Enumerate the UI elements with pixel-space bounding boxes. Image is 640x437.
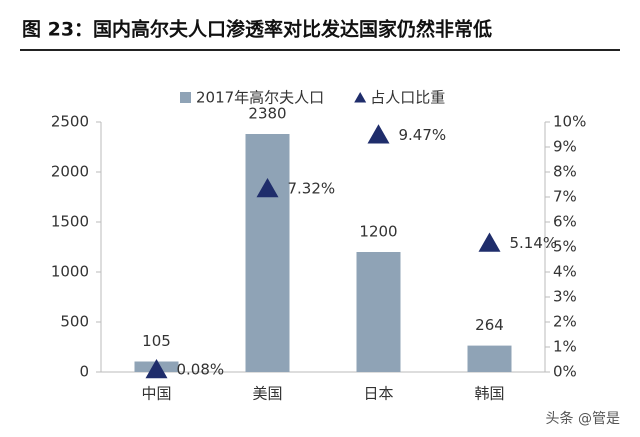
y-tick-label: 2000 bbox=[51, 163, 89, 181]
triangle-marker bbox=[478, 232, 501, 252]
bar bbox=[467, 345, 512, 372]
y-tick-label: 1500 bbox=[51, 213, 89, 231]
legend-label: 占人口比重 bbox=[370, 89, 445, 107]
watermark: 头条 @管是 bbox=[546, 410, 620, 427]
y2-tick-label: 7% bbox=[553, 188, 577, 206]
y2-tick-label: 6% bbox=[553, 213, 577, 231]
y2-tick-label: 5% bbox=[553, 238, 577, 256]
y2-tick-label: 1% bbox=[553, 338, 577, 356]
y2-tick-label: 3% bbox=[553, 288, 577, 306]
y-tick-label: 1000 bbox=[51, 263, 89, 281]
legend-label: 2017年高尔夫人口 bbox=[196, 89, 324, 107]
y2-tick-label: 0% bbox=[553, 363, 577, 381]
bar bbox=[356, 252, 401, 372]
y-tick-label: 500 bbox=[60, 313, 89, 331]
marker-value-label: 5.14% bbox=[510, 234, 558, 252]
x-tick-label: 美国 bbox=[252, 385, 282, 403]
marker-value-label: 7.32% bbox=[288, 180, 336, 198]
y2-tick-label: 8% bbox=[553, 163, 577, 181]
triangle-marker bbox=[256, 178, 279, 198]
triangle-marker bbox=[367, 124, 390, 144]
legend-swatch bbox=[180, 92, 191, 103]
bar-value-label: 1200 bbox=[359, 223, 397, 241]
y-tick-label: 0 bbox=[79, 363, 89, 381]
bar-value-label: 2380 bbox=[248, 105, 286, 123]
marker-value-label: 9.47% bbox=[399, 126, 447, 144]
bar-value-label: 264 bbox=[475, 316, 504, 334]
legend-swatch bbox=[354, 92, 367, 103]
bar bbox=[245, 134, 290, 372]
x-tick-label: 中国 bbox=[141, 385, 171, 403]
y2-tick-label: 4% bbox=[553, 263, 577, 281]
marker-value-label: 0.08% bbox=[177, 361, 225, 379]
y-tick-label: 2500 bbox=[51, 113, 89, 131]
x-tick-label: 日本 bbox=[363, 385, 393, 403]
triangle-marker bbox=[145, 359, 168, 379]
y2-tick-label: 10% bbox=[553, 113, 586, 131]
bar-value-label: 105 bbox=[142, 332, 171, 350]
y2-tick-label: 2% bbox=[553, 313, 577, 331]
chart-title: 图 23：国内高尔夫人口渗透率对比发达国家仍然非常低 bbox=[22, 18, 492, 41]
x-tick-label: 韩国 bbox=[474, 385, 504, 403]
y2-tick-label: 9% bbox=[553, 138, 577, 156]
